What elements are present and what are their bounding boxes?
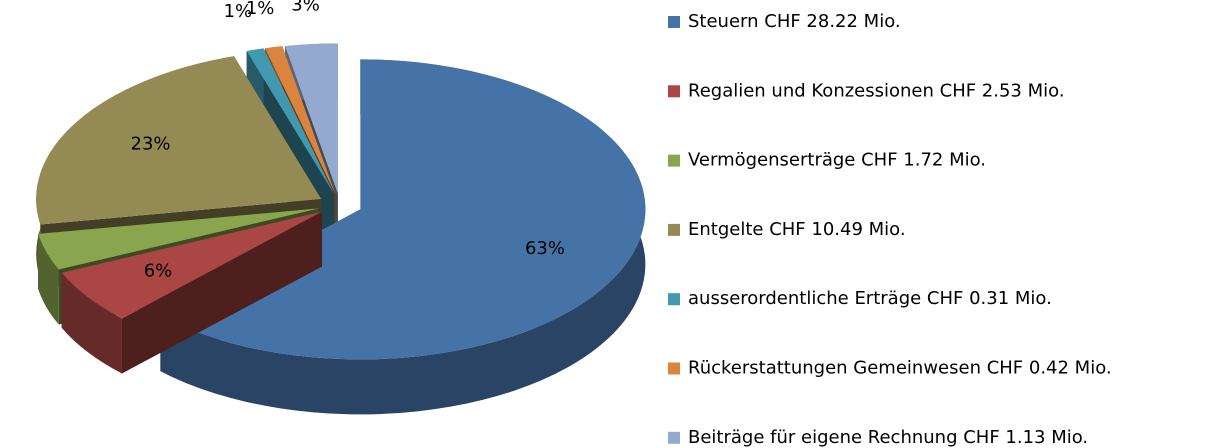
legend-label: Regalien und Konzessionen CHF 2.53 Mio. <box>688 80 1065 101</box>
slice-side <box>61 272 122 374</box>
slice <box>285 43 338 194</box>
slice <box>246 48 334 194</box>
data-label: 1% <box>246 0 275 19</box>
slice <box>61 211 322 319</box>
legend-label: Vermögenserträge CHF 1.72 Mio. <box>688 150 986 171</box>
legend-label: ausserordentliche Erträge CHF 0.31 Mio. <box>688 288 1052 309</box>
data-label: 3% <box>291 0 320 15</box>
legend-swatch <box>668 362 680 375</box>
legend-swatch <box>668 16 680 28</box>
slice-side <box>160 59 646 415</box>
data-label: 23% <box>131 134 171 155</box>
slice <box>36 56 322 225</box>
legend-swatch <box>668 154 680 167</box>
legend-swatch <box>668 431 680 444</box>
legend-swatch <box>668 85 680 98</box>
legend-label: Rückerstattungen Gemeinwesen CHF 0.42 Mi… <box>688 358 1112 379</box>
data-label: 4% <box>0 306 1 327</box>
slice <box>265 46 336 194</box>
legend-label: Entgelte CHF 10.49 Mio. <box>688 219 906 240</box>
slice <box>38 208 319 270</box>
data-label: 6% <box>144 260 173 281</box>
legend-label: Steuern CHF 28.22 Mio. <box>688 11 901 32</box>
slice-side <box>38 233 59 325</box>
legend-swatch <box>668 223 680 236</box>
legend-label: Beiträge für eigene Rechnung CHF 1.13 Mi… <box>688 427 1088 448</box>
data-label: 1% <box>224 1 253 22</box>
legend-swatch <box>668 293 680 306</box>
data-label: 63% <box>525 238 565 259</box>
